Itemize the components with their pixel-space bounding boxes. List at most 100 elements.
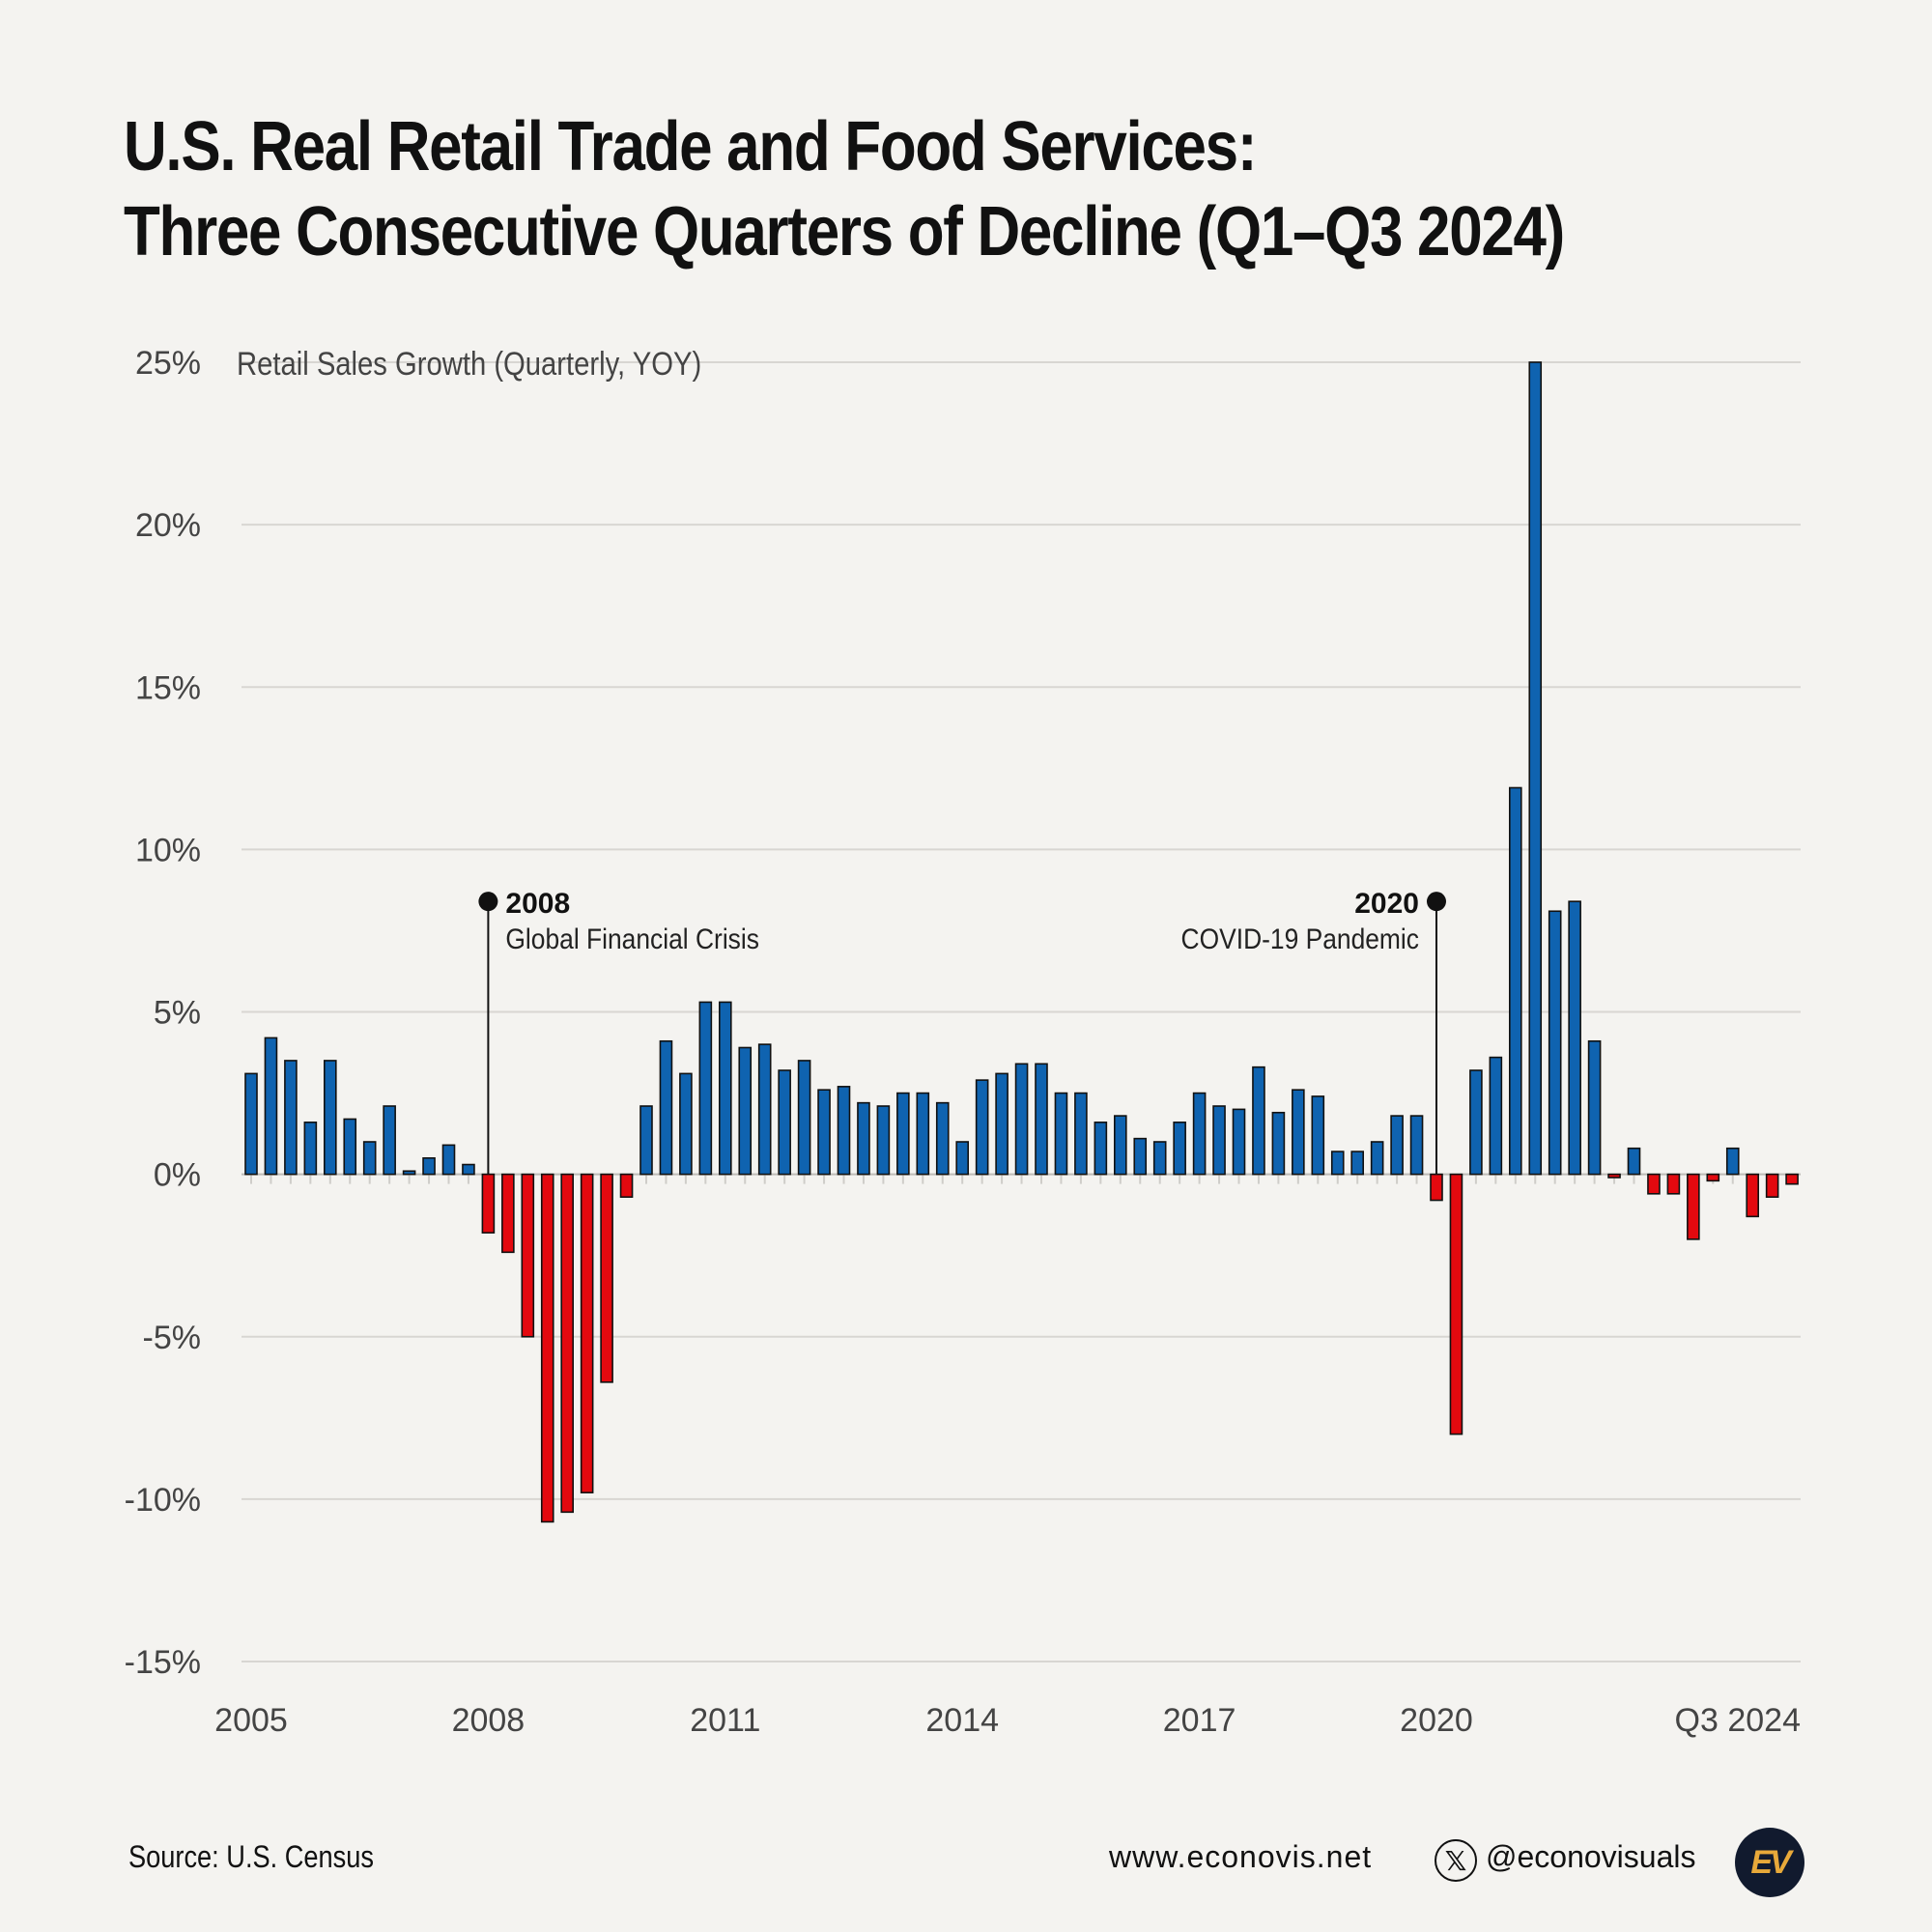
- bar: [1330, 1151, 1345, 1176]
- annotation-dot: [1427, 892, 1446, 912]
- annotation-dot: [478, 892, 498, 912]
- bar: [738, 1046, 753, 1176]
- bar: [1666, 1173, 1681, 1195]
- bar: [1370, 1141, 1384, 1176]
- bar: [264, 1037, 278, 1176]
- chart-title: U.S. Real Retail Trade and Food Services…: [124, 104, 1565, 274]
- bar: [1627, 1147, 1641, 1176]
- bar: [757, 1043, 772, 1176]
- bar: [639, 1105, 653, 1176]
- social-handle[interactable]: @econovisuals: [1486, 1839, 1696, 1874]
- bar: [1212, 1105, 1226, 1176]
- annotation-year: 2020: [1354, 888, 1419, 920]
- bar: [1192, 1092, 1207, 1176]
- bar: [362, 1141, 377, 1176]
- bar: [560, 1173, 575, 1514]
- y-axis-ticks: 25% 20% 15% 10% 5% 0% -5% -10% -15%: [125, 345, 201, 1681]
- bar: [402, 1170, 416, 1176]
- bar: [441, 1144, 456, 1176]
- chart-title-line-1: U.S. Real Retail Trade and Food Services…: [124, 108, 1257, 185]
- bar: [1430, 1173, 1443, 1202]
- y-tick-label: -15%: [125, 1644, 201, 1681]
- y-tick-label: -5%: [143, 1320, 201, 1356]
- y-axis-label: Retail Sales Growth (Quarterly, YOY): [237, 345, 701, 383]
- bar: [1449, 1173, 1463, 1435]
- y-tick-label: -10%: [125, 1482, 201, 1519]
- bar: [1469, 1069, 1483, 1176]
- x-social-icon[interactable]: 𝕏: [1435, 1839, 1477, 1882]
- bar: [995, 1072, 1009, 1176]
- source-note: Source: U.S. Census: [128, 1839, 374, 1874]
- annotation-text: COVID-19 Pandemic: [1181, 923, 1419, 955]
- y-tick-label: 10%: [135, 832, 201, 868]
- bar: [1785, 1173, 1799, 1185]
- x-axis-ticks: 2005 2008 2011 2014 2017 2020 Q3 2024: [214, 1702, 1801, 1739]
- bar: [580, 1173, 594, 1493]
- y-tick-label: 20%: [135, 507, 201, 544]
- bar: [955, 1141, 970, 1176]
- bar: [1746, 1173, 1759, 1218]
- bar: [718, 1001, 732, 1176]
- bar: [975, 1079, 989, 1176]
- bar: [1409, 1115, 1424, 1176]
- bar: [1725, 1147, 1740, 1176]
- bar: [1074, 1092, 1088, 1176]
- x-tick-label: Q3 2024: [1675, 1702, 1801, 1739]
- bar: [600, 1173, 613, 1383]
- annotation-text: Global Financial Crisis: [505, 923, 759, 955]
- bar: [857, 1101, 870, 1176]
- bar: [876, 1105, 891, 1176]
- bar: [698, 1001, 713, 1176]
- bar: [916, 1092, 930, 1176]
- bar: [540, 1173, 554, 1523]
- bar: [1528, 361, 1543, 1176]
- x-tick-label: 2008: [452, 1702, 526, 1739]
- bar: [1568, 900, 1581, 1176]
- bar: [1252, 1065, 1265, 1176]
- econovis-logo: EV: [1735, 1828, 1804, 1897]
- bar: [1232, 1108, 1246, 1176]
- bar: [383, 1105, 396, 1176]
- bar: [1173, 1122, 1186, 1176]
- bar: [462, 1163, 475, 1176]
- bar: [244, 1072, 258, 1176]
- y-tick-label: 15%: [135, 669, 201, 706]
- chart-title-line-2: Three Consecutive Quarters of Decline (Q…: [124, 193, 1565, 270]
- bar: [1587, 1039, 1602, 1176]
- bar: [1054, 1092, 1068, 1176]
- x-tick-label: 2017: [1163, 1702, 1236, 1739]
- bar: [323, 1060, 337, 1176]
- bar: [1094, 1122, 1108, 1176]
- bar: [1114, 1115, 1127, 1176]
- bar: [1390, 1115, 1404, 1176]
- bar: [422, 1157, 436, 1176]
- y-tick-label: 0%: [154, 1157, 201, 1194]
- bar: [1035, 1063, 1048, 1176]
- website-link[interactable]: www.econovis.net: [1109, 1839, 1373, 1874]
- bar: [303, 1122, 318, 1176]
- bar: [1548, 910, 1562, 1176]
- bar: [817, 1089, 831, 1176]
- bar: [1014, 1063, 1029, 1176]
- bar: [1687, 1173, 1700, 1240]
- bar: [659, 1039, 673, 1176]
- bar: [521, 1173, 535, 1338]
- bars: [244, 361, 1799, 1523]
- bar: [1706, 1173, 1720, 1182]
- bar: [1607, 1173, 1621, 1179]
- x-tick-label: 2011: [690, 1702, 760, 1739]
- bar: [1152, 1141, 1167, 1176]
- bar: [896, 1092, 910, 1176]
- grid-lines: [242, 361, 1801, 1662]
- bar: [797, 1060, 811, 1176]
- bar: [1292, 1089, 1305, 1176]
- bar: [1271, 1111, 1286, 1176]
- y-tick-label: 25%: [135, 345, 201, 382]
- y-tick-label: 5%: [154, 995, 201, 1032]
- annotation-year: 2008: [505, 888, 570, 920]
- bar: [778, 1069, 791, 1176]
- bar: [1133, 1137, 1148, 1176]
- bar: [1765, 1173, 1779, 1198]
- bar: [1647, 1173, 1661, 1195]
